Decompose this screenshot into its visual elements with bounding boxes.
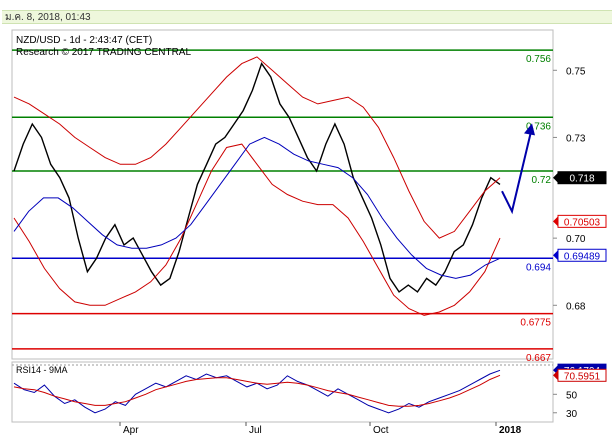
main-plot-frame [11, 29, 554, 360]
rsi-badge-label-1: 70.5951 [564, 371, 601, 382]
price-tick-label-2: 0.73 [566, 133, 586, 144]
projection-arrow [501, 127, 533, 215]
level-label-0: 0.756 [526, 54, 551, 65]
rsi-tick-label-1: 50 [566, 390, 578, 401]
moving-average-series [13, 136, 501, 279]
chart-header-line1: NZD/USD - 1d - 2:43:47 (CET) [16, 35, 152, 46]
price-series [13, 62, 501, 293]
rsi-plot-frame [11, 361, 554, 423]
rsi-title: RSI14 - 9MA [16, 365, 68, 375]
price-tick-label-3: 0.75 [566, 66, 586, 77]
x-tick-label-3: 2018 [499, 425, 522, 436]
level-label-2: 0.72 [532, 175, 552, 186]
price-tick-label-0: 0.68 [566, 301, 586, 312]
rsi-ma-series [13, 374, 501, 407]
rsi-layer [13, 369, 501, 414]
chart-header-line2: Research © 2017 TRADING CENTRAL [16, 47, 191, 58]
date-banner: ม.ค. 8, 2018, 01:43 [2, 10, 612, 24]
price-badge-pointer-0 [553, 172, 558, 183]
price-badge-label-2: 0.69489 [564, 251, 601, 262]
rsi-badge-pointer-1 [553, 370, 558, 381]
level-label-1: 0.736 [526, 121, 551, 132]
rsi-series [13, 369, 501, 414]
price-badge-pointer-1 [553, 216, 558, 227]
level-label-3: 0.694 [526, 262, 551, 273]
price-badge-pointer-2 [553, 250, 558, 261]
price-badge-label-0: 0.718 [569, 174, 594, 185]
level-label-5: 0.667 [526, 353, 551, 364]
upper-band-series [13, 56, 501, 239]
price-layer: 0.756 0.736 0.72 0.694 0.6775 0.667 [12, 49, 553, 364]
date-time: ม.ค. 8, 2018, 01:43 [5, 12, 91, 23]
x-tick-label-0: Apr [123, 425, 139, 436]
projection-arrow-head [524, 123, 535, 136]
lower-band-series [13, 143, 501, 316]
price-tick-label-1: 0.70 [566, 234, 586, 245]
x-tick-label-1: Jul [249, 425, 262, 436]
rsi-tick-label-0: 30 [566, 409, 578, 420]
level-label-4: 0.6775 [520, 318, 551, 329]
price-badge-label-1: 0.70503 [564, 217, 601, 228]
x-tick-label-2: Oct [373, 425, 389, 436]
axis-layer: 0.68 0.70 0.73 0.75 0.718 0.70503 0.69489 30 50 7… [119, 66, 607, 436]
